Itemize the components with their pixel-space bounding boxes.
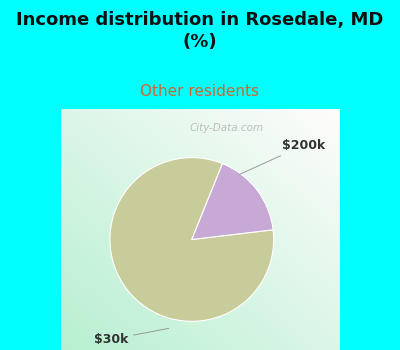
Text: City-Data.com: City-Data.com xyxy=(190,123,264,133)
Wedge shape xyxy=(192,163,273,239)
Wedge shape xyxy=(110,158,274,321)
Text: $200k: $200k xyxy=(239,139,325,175)
Text: Other residents: Other residents xyxy=(140,84,260,99)
Text: $30k: $30k xyxy=(94,328,169,346)
Text: Income distribution in Rosedale, MD
(%): Income distribution in Rosedale, MD (%) xyxy=(16,10,384,51)
